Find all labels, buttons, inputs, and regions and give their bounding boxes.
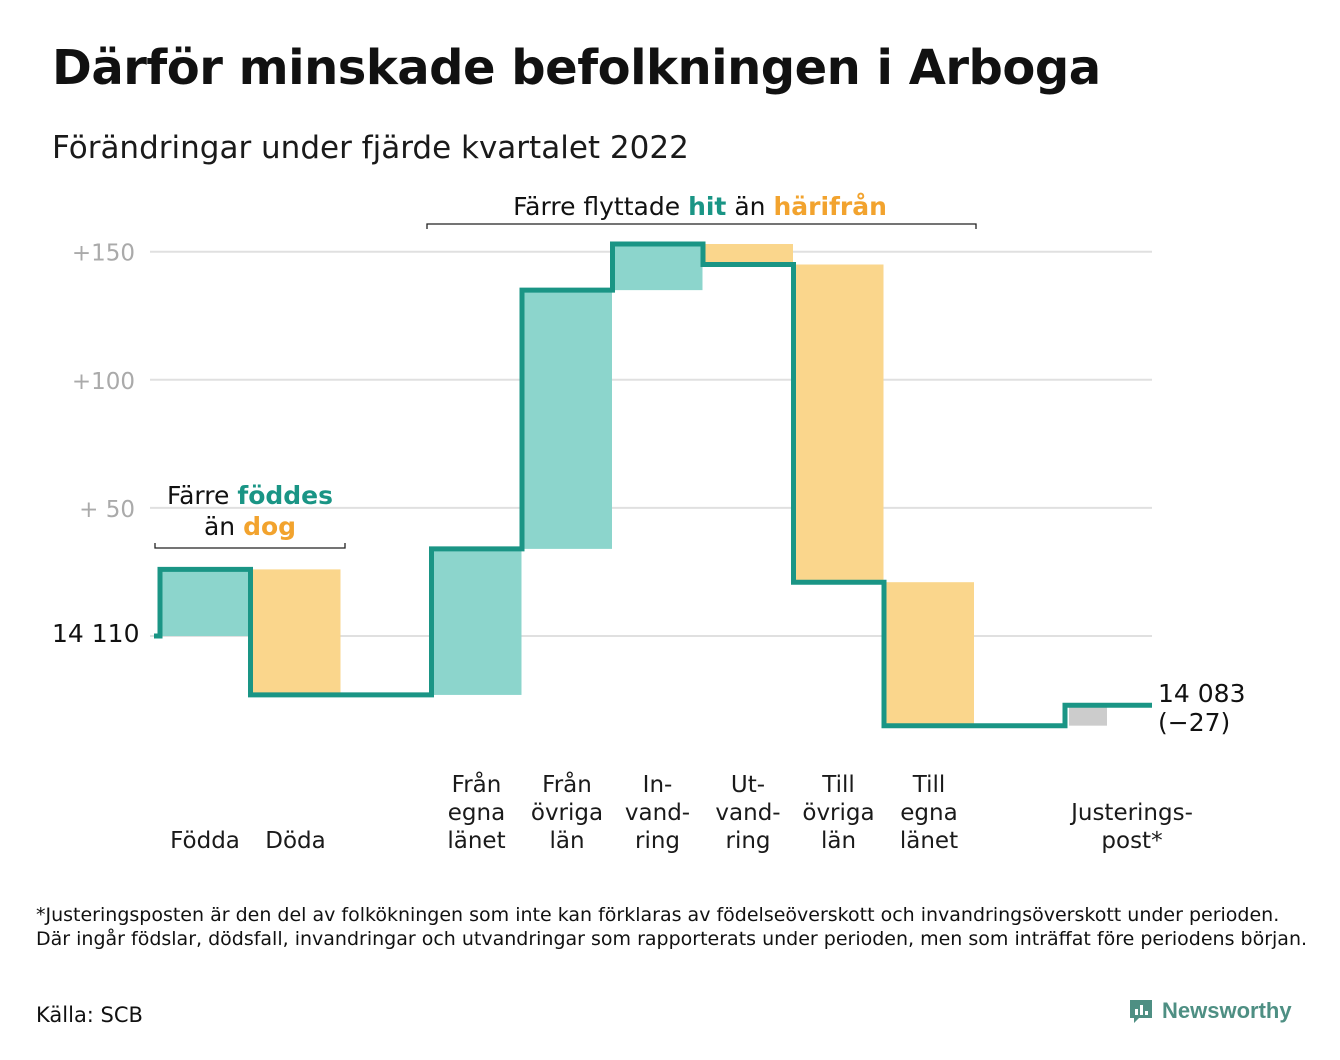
bar-Tillegnalänet bbox=[884, 582, 974, 726]
y-tick-label: +100 bbox=[72, 369, 135, 395]
category-label: Ut- bbox=[731, 772, 765, 798]
category-label: Från bbox=[452, 770, 502, 798]
category-label: Födda bbox=[170, 828, 240, 854]
brand-logo: Newsworthy bbox=[1128, 998, 1292, 1024]
end-change-label: (−27) bbox=[1158, 708, 1230, 737]
category-label: länet bbox=[447, 828, 505, 854]
bar-Födda bbox=[160, 569, 250, 636]
bar-In-vand-ring bbox=[612, 244, 703, 291]
category-label: Till bbox=[821, 772, 855, 798]
brand-name: Newsworthy bbox=[1162, 998, 1292, 1023]
category-label: egna bbox=[900, 800, 957, 826]
category-label: Döda bbox=[265, 828, 325, 854]
y-tick-label: + 50 bbox=[79, 497, 135, 523]
births-annotation-line1: Färre föddes bbox=[167, 481, 333, 510]
y-tick-label: +150 bbox=[72, 241, 135, 267]
annotation-text: än bbox=[726, 192, 773, 221]
births-bracket bbox=[154, 543, 346, 549]
annotation-highlight-teal: föddes bbox=[237, 481, 333, 510]
bar-Döda bbox=[250, 569, 341, 695]
chart-subtitle: Förändringar under fjärde kvartalet 2022 bbox=[52, 130, 689, 166]
bar-Frånegnalänet bbox=[431, 548, 522, 695]
footnote: *Justeringsposten är den del av folkökni… bbox=[36, 904, 1308, 950]
category-label: Justerings- bbox=[1069, 800, 1193, 826]
category-label: Till bbox=[912, 772, 946, 798]
bar-Frånövrigalän bbox=[522, 290, 612, 549]
bar-Ut-vand-ring bbox=[703, 244, 793, 265]
bar-Tillövrigalän bbox=[793, 264, 884, 583]
start-value-label: 14 110 bbox=[52, 619, 139, 648]
category-label: länet bbox=[900, 828, 958, 854]
category-label: post* bbox=[1101, 828, 1162, 854]
cumulative-line-path bbox=[154, 241, 1152, 729]
annotation-highlight-orange: härifrån bbox=[773, 192, 886, 221]
category-label: ring bbox=[725, 828, 770, 854]
category-label: ring bbox=[635, 828, 680, 854]
category-label: vand- bbox=[625, 800, 690, 826]
category-label: övriga bbox=[531, 800, 603, 826]
chart-title: Därför minskade befolkningen i Arboga bbox=[52, 40, 1101, 96]
bar-Justerings-post* bbox=[1069, 705, 1107, 726]
end-value-label: 14 083 bbox=[1158, 679, 1245, 708]
births-annotation-line2: än dog bbox=[204, 512, 296, 541]
category-label: vand- bbox=[715, 800, 780, 826]
annotation-highlight-orange: dog bbox=[243, 512, 296, 541]
category-label: övriga bbox=[802, 800, 874, 826]
category-label: In- bbox=[643, 772, 673, 798]
annotation-text: än bbox=[204, 512, 243, 541]
annotation-highlight-teal: hit bbox=[688, 192, 726, 221]
category-label: Från bbox=[542, 770, 592, 798]
bars bbox=[160, 244, 1107, 726]
category-label: egna bbox=[448, 800, 505, 826]
annotation-text: Färre bbox=[167, 481, 237, 510]
category-label: län bbox=[821, 828, 856, 854]
cumulative-line bbox=[154, 241, 1152, 729]
migration-bracket bbox=[426, 223, 977, 229]
source-label: Källa: SCB bbox=[36, 1003, 143, 1027]
migration-annotation: Färre flyttade hit än härifrån bbox=[513, 192, 887, 221]
category-label: län bbox=[549, 828, 584, 854]
annotation-text: Färre flyttade bbox=[513, 192, 688, 221]
newsworthy-logo-icon bbox=[1130, 1000, 1152, 1023]
